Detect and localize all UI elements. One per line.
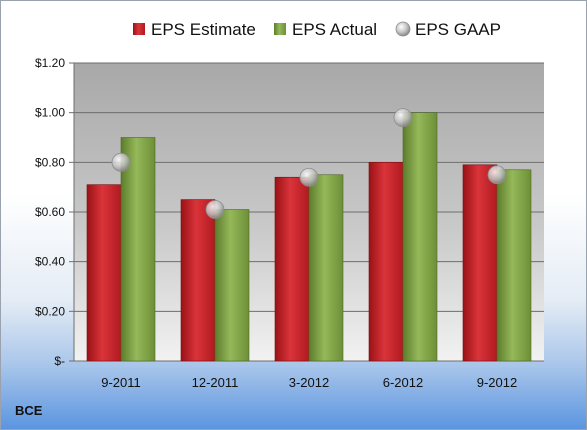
eps-actual-bar [402,112,438,362]
legend-estimate-swatch [133,23,145,35]
y-tick-label: $0.20 [35,304,65,318]
x-category-label: 9-2011 [101,375,141,390]
legend-gaap-swatch [395,21,411,37]
y-tick-label: $- [54,354,65,368]
x-category-label: 12-2011 [192,375,239,390]
eps-actual-bar [308,174,344,362]
eps-estimate-bar [368,162,404,362]
eps-actual-bar [496,169,532,362]
x-category-label: 9-2012 [477,375,517,390]
y-tick-label: $0.40 [35,255,65,269]
y-tick-label: $0.80 [35,155,65,169]
eps-estimate-bar [274,176,310,362]
legend-label: EPS Estimate [151,20,256,39]
legend-label: EPS Actual [292,20,377,39]
company-ticker: BCE [15,403,43,418]
y-tick-label: $1.20 [35,56,65,70]
y-tick-label: $0.60 [35,205,65,219]
x-category-label: 6-2012 [383,375,423,390]
eps-estimate-bar [462,164,498,362]
eps-gaap-marker [487,165,507,185]
eps-gaap-marker [299,167,319,187]
eps-gaap-marker [393,108,413,128]
eps-gaap-marker [205,200,225,219]
legend-label: EPS GAAP [415,20,501,39]
eps-actual-bar [214,209,250,362]
legend-actual-swatch [274,23,286,35]
eps-actual-bar [120,137,156,362]
x-category-label: 3-2012 [289,375,329,390]
eps-gaap-marker [111,152,131,172]
y-tick-label: $1.00 [35,106,65,120]
eps-estimate-bar [86,184,122,362]
eps-estimate-bar [180,199,216,362]
